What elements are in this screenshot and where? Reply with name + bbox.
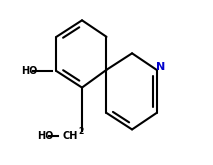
Text: HO: HO bbox=[21, 66, 38, 76]
Text: HO: HO bbox=[37, 131, 54, 141]
Text: CH: CH bbox=[63, 131, 78, 141]
Text: N: N bbox=[156, 62, 165, 72]
Text: 2: 2 bbox=[79, 128, 84, 136]
